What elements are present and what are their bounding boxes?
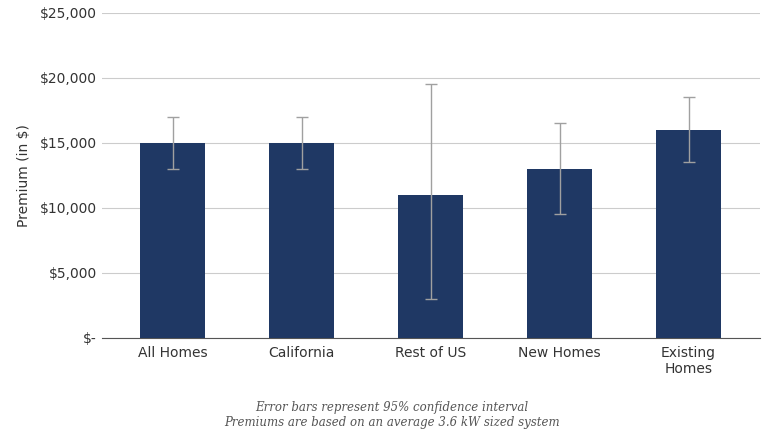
Bar (269, 143, 334, 338)
Y-axis label: Premium (in $): Premium (in $) (17, 124, 31, 227)
Bar (399, 195, 463, 338)
Bar (140, 143, 205, 338)
Text: Error bars represent 95% confidence interval
Premiums are based on an average 3.: Error bars represent 95% confidence inte… (224, 401, 559, 429)
Bar (656, 130, 721, 338)
Bar (528, 169, 592, 338)
